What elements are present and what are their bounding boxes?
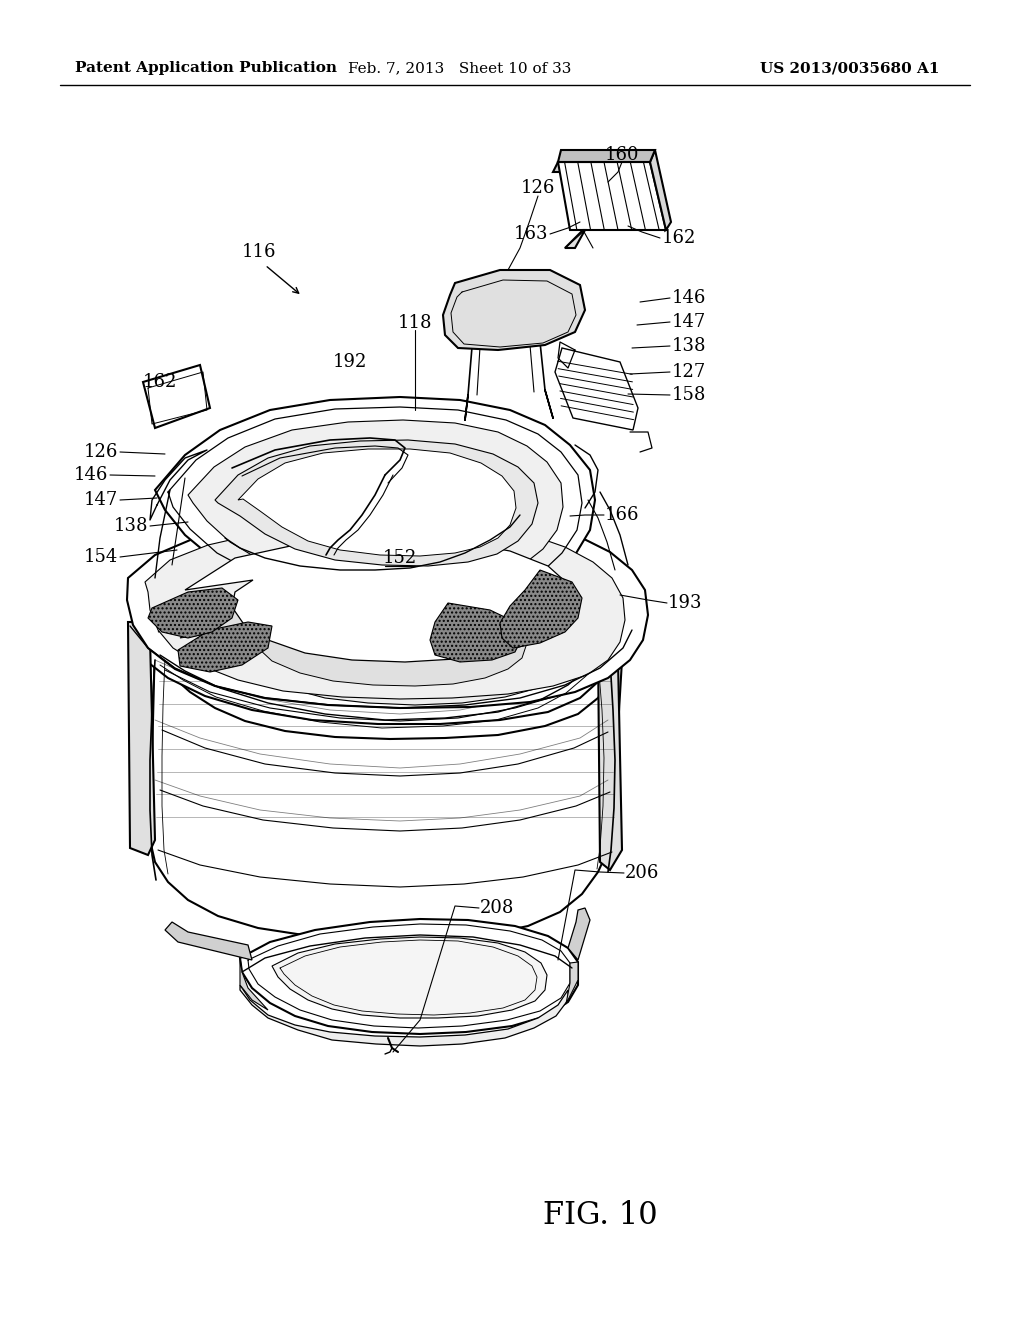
- Text: 138: 138: [114, 517, 148, 535]
- Text: 146: 146: [74, 466, 108, 484]
- Polygon shape: [145, 523, 625, 700]
- Text: Patent Application Publication: Patent Application Publication: [75, 61, 337, 75]
- Text: 162: 162: [662, 228, 696, 247]
- Text: 208: 208: [480, 899, 514, 917]
- Polygon shape: [178, 622, 272, 672]
- Polygon shape: [188, 420, 563, 586]
- Text: 163: 163: [513, 224, 548, 243]
- Polygon shape: [158, 581, 575, 705]
- Polygon shape: [553, 162, 650, 172]
- Polygon shape: [443, 271, 585, 350]
- Text: 166: 166: [605, 506, 640, 524]
- Text: 138: 138: [672, 337, 707, 355]
- Polygon shape: [165, 921, 252, 960]
- Text: US 2013/0035680 A1: US 2013/0035680 A1: [761, 61, 940, 75]
- Polygon shape: [240, 919, 578, 1034]
- Polygon shape: [566, 962, 578, 1005]
- Text: 127: 127: [672, 363, 707, 381]
- Text: 152: 152: [383, 549, 417, 568]
- Text: 126: 126: [84, 444, 118, 461]
- Polygon shape: [240, 958, 268, 1010]
- Text: 162: 162: [142, 374, 177, 391]
- Polygon shape: [272, 937, 547, 1018]
- Polygon shape: [558, 162, 666, 230]
- Polygon shape: [128, 622, 155, 855]
- Polygon shape: [240, 985, 568, 1045]
- Polygon shape: [127, 512, 648, 708]
- Text: 160: 160: [605, 147, 639, 164]
- Polygon shape: [143, 366, 210, 428]
- Polygon shape: [430, 603, 522, 663]
- Text: 158: 158: [672, 385, 707, 404]
- Polygon shape: [185, 539, 568, 663]
- Polygon shape: [555, 348, 638, 430]
- Text: Feb. 7, 2013   Sheet 10 of 33: Feb. 7, 2013 Sheet 10 of 33: [348, 61, 571, 75]
- Polygon shape: [565, 230, 585, 248]
- Polygon shape: [238, 449, 516, 556]
- Text: 192: 192: [333, 352, 368, 371]
- Text: 146: 146: [672, 289, 707, 308]
- Polygon shape: [500, 570, 582, 648]
- Polygon shape: [558, 150, 655, 162]
- Polygon shape: [155, 397, 595, 605]
- Polygon shape: [568, 908, 590, 960]
- Text: 118: 118: [397, 314, 432, 333]
- Text: 126: 126: [521, 180, 555, 197]
- Polygon shape: [180, 598, 527, 686]
- Text: FIG. 10: FIG. 10: [543, 1200, 657, 1230]
- Polygon shape: [650, 150, 671, 230]
- Polygon shape: [150, 640, 622, 940]
- Text: 147: 147: [84, 491, 118, 510]
- Text: 193: 193: [668, 594, 702, 612]
- Polygon shape: [215, 440, 538, 566]
- Text: 206: 206: [625, 865, 659, 882]
- Text: 147: 147: [672, 313, 707, 331]
- Polygon shape: [598, 640, 622, 870]
- Text: 116: 116: [242, 243, 276, 261]
- Polygon shape: [148, 587, 238, 638]
- Polygon shape: [132, 558, 612, 723]
- Text: 154: 154: [84, 548, 118, 566]
